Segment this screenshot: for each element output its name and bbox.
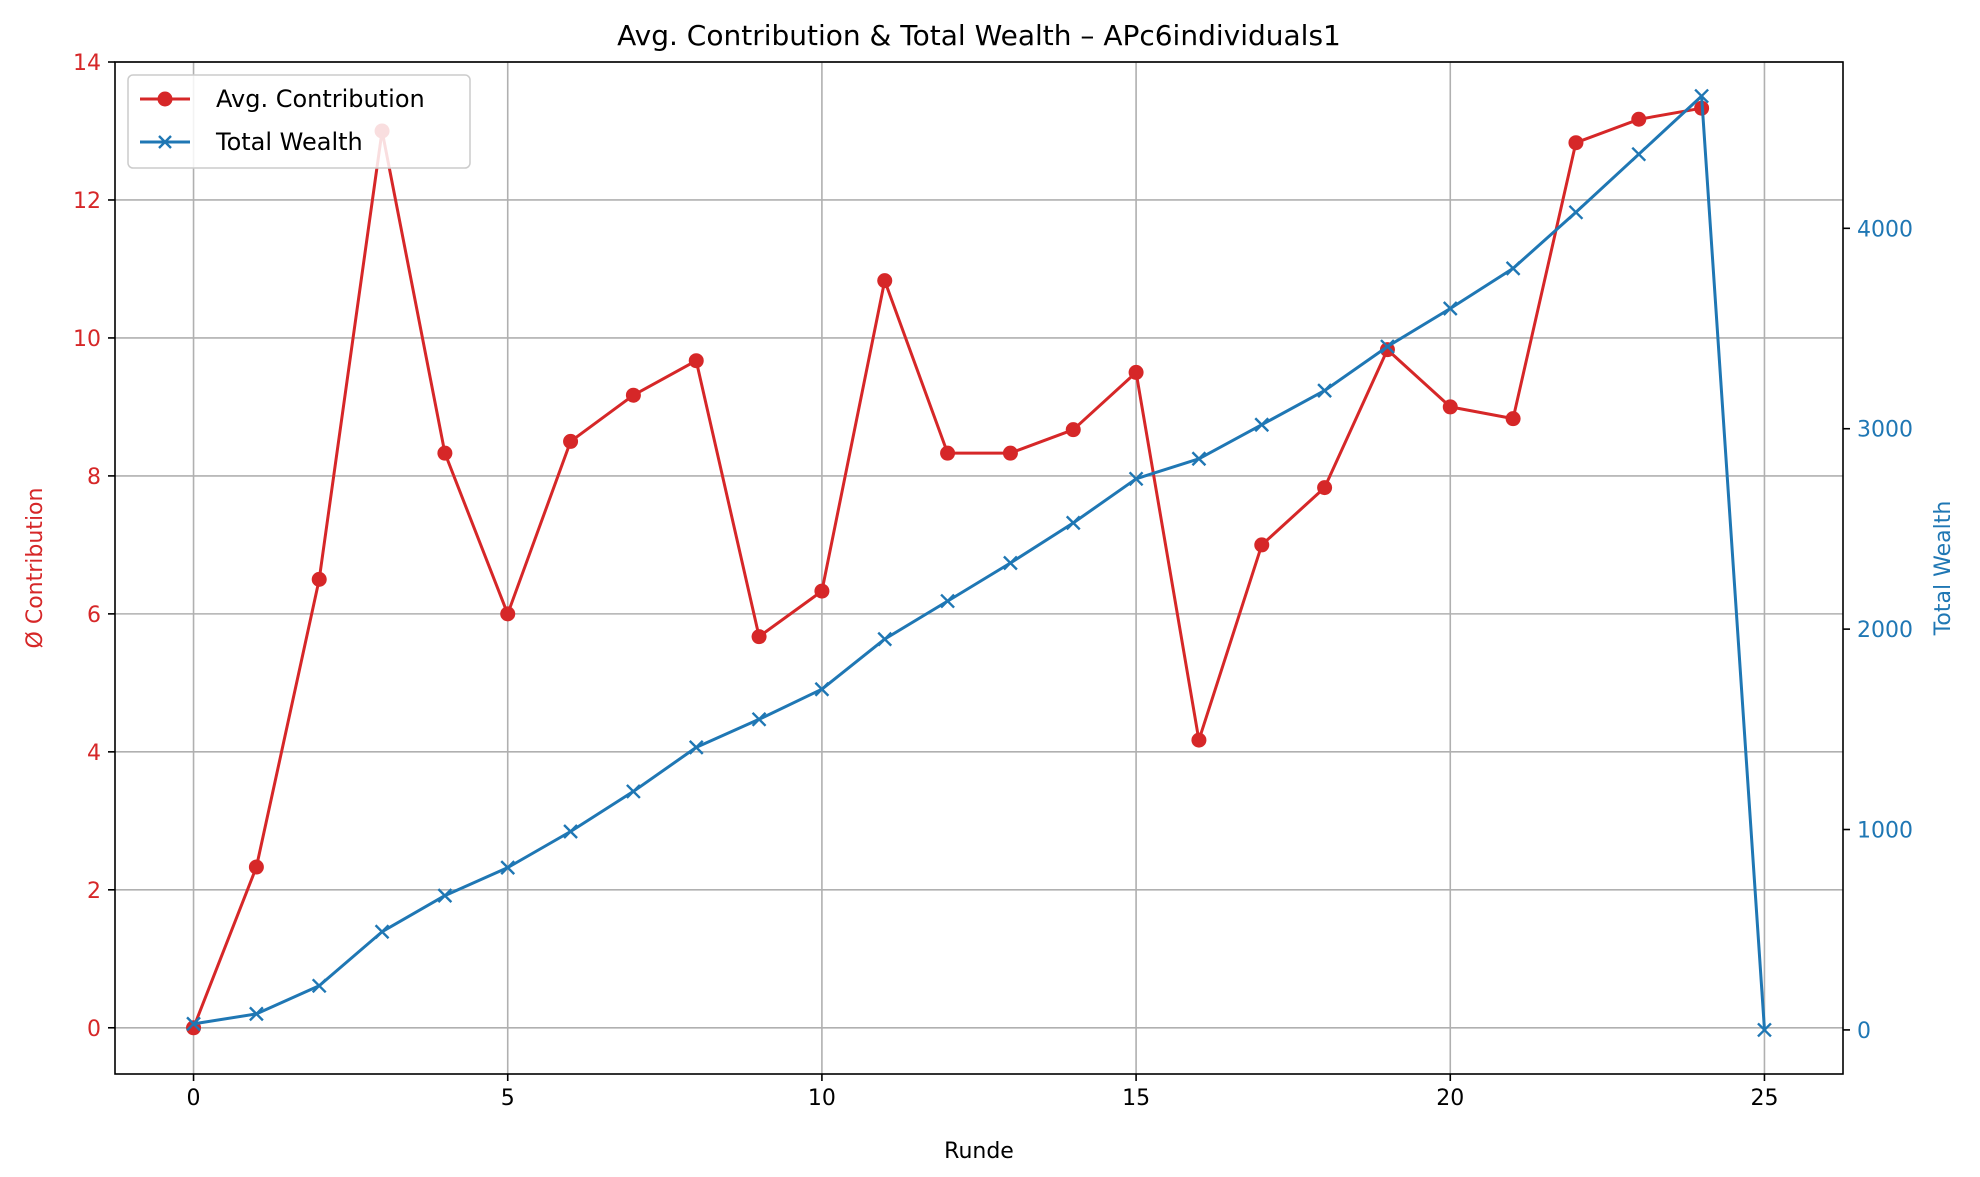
data-point-1 (751, 711, 767, 727)
data-point-1 (437, 888, 453, 903)
y-tick-label-left: 4 (87, 741, 101, 766)
legend: Avg. Contribution Total Wealth (127, 74, 471, 169)
y-tick-label-left: 8 (87, 465, 101, 490)
data-point-1 (186, 1016, 201, 1032)
x-tick-label: 5 (501, 1086, 515, 1111)
x-tick-label: 25 (1750, 1086, 1778, 1111)
y-tick-label-left: 10 (73, 327, 101, 352)
data-point-1 (249, 1006, 264, 1022)
x-tick-label: 0 (187, 1086, 201, 1111)
data-point-0 (1568, 135, 1584, 151)
y-tick-label-right: 3000 (1857, 418, 1913, 443)
data-point-1 (877, 631, 893, 647)
data-point-1 (1442, 301, 1458, 316)
data-point-1 (940, 593, 955, 609)
data-point-0 (625, 387, 641, 403)
data-point-1 (500, 860, 516, 875)
data-point-0 (877, 273, 893, 289)
y-tick-label-right: 2000 (1857, 618, 1913, 643)
x-tick-label: 20 (1436, 1086, 1464, 1111)
data-point-0 (563, 433, 579, 449)
data-point-0 (751, 629, 767, 645)
y-axis-label-right: Total Wealth (1931, 501, 1956, 637)
data-point-0 (688, 353, 704, 369)
data-point-1 (374, 924, 390, 940)
data-point-1 (688, 740, 704, 755)
y-tick-label-left: 2 (87, 879, 101, 904)
data-point-0 (1317, 480, 1333, 496)
y-tick-label-left: 14 (73, 51, 101, 76)
data-point-0 (1002, 445, 1018, 461)
data-point-0 (814, 583, 830, 599)
y-tick-label-right: 1000 (1857, 819, 1913, 844)
data-point-0 (1442, 399, 1458, 415)
data-point-1 (1254, 417, 1270, 433)
y-tick-label-left: 0 (87, 1017, 101, 1042)
x-tick-label: 15 (1122, 1086, 1150, 1111)
data-point-1 (1505, 261, 1521, 276)
data-point-1 (311, 978, 327, 994)
legend-label-contribution: Avg. Contribution (216, 85, 425, 113)
data-point-1 (1380, 339, 1395, 354)
data-point-1 (1631, 146, 1647, 162)
y-tick-label-right: 0 (1857, 1019, 1871, 1044)
data-point-0 (500, 606, 516, 622)
data-point-1 (1568, 204, 1584, 220)
data-point-1 (1757, 1022, 1772, 1038)
data-point-1 (1694, 88, 1709, 104)
y-axis-label-left: Ø Contribution (23, 488, 48, 649)
data-point-0 (940, 445, 956, 461)
data-point-0 (1254, 537, 1270, 553)
legend-marker-contribution (157, 91, 173, 107)
data-point-0 (437, 445, 453, 461)
data-point-0 (248, 859, 264, 875)
legend-box (127, 74, 471, 169)
y-tick-label-left: 6 (87, 603, 101, 628)
data-point-0 (311, 571, 327, 587)
plot-frame (114, 61, 1844, 1075)
legend-marker-wealth (158, 135, 172, 149)
series-layer (186, 88, 1772, 1038)
data-point-1 (1191, 451, 1207, 467)
series-line-1 (193, 94, 1766, 1031)
data-point-1 (1003, 555, 1018, 571)
data-point-1 (563, 824, 578, 839)
data-point-0 (1505, 411, 1521, 427)
x-axis-label: Runde (944, 1139, 1014, 1164)
x-tick-label: 10 (808, 1086, 836, 1111)
data-point-1 (626, 784, 641, 799)
data-point-0 (1128, 364, 1144, 380)
data-point-1 (1128, 471, 1144, 487)
chart-title: Avg. Contribution & Total Wealth – APc6i… (617, 19, 1341, 52)
data-point-1 (814, 681, 830, 697)
data-point-0 (1065, 422, 1081, 438)
data-point-1 (1065, 515, 1081, 531)
y-tick-label-left: 12 (73, 189, 101, 214)
data-point-0 (1631, 111, 1647, 127)
axes: 0 5 10 15 20 25 0 2 4 6 8 10 12 14 0 1000 2000 3000 4000 (73, 51, 1913, 1111)
y-tick-label-right: 4000 (1857, 217, 1913, 242)
data-point-0 (1191, 732, 1207, 748)
data-point-1 (1317, 383, 1332, 398)
legend-label-wealth: Total Wealth (215, 128, 363, 156)
